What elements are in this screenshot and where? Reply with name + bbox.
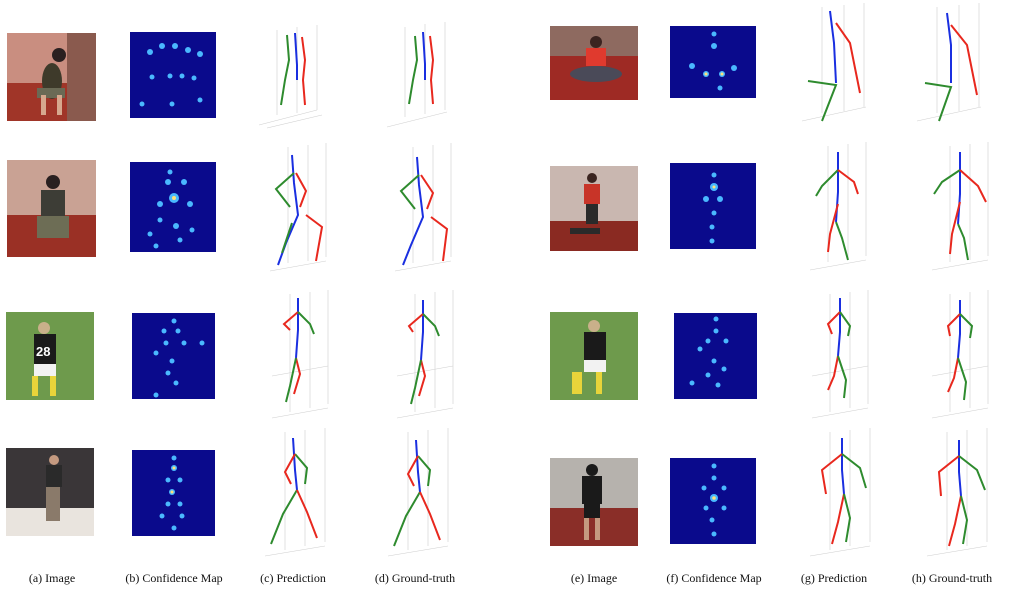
pose-prediction-c4 [263, 428, 331, 563]
input-image-a1 [7, 33, 96, 121]
pose-prediction-c2 [268, 143, 330, 278]
pose-prediction-g4 [808, 428, 876, 563]
pose-prediction-g3 [810, 290, 872, 425]
caption-g: (g) Prediction [800, 571, 868, 585]
input-image-e1 [550, 26, 638, 100]
jersey-number: 28 [36, 344, 50, 359]
confidence-map-b4 [132, 450, 215, 536]
confidence-map-f3 [674, 313, 757, 399]
pose-groundtruth-h1 [915, 3, 987, 131]
pose-groundtruth-d2 [393, 143, 455, 278]
caption-h: (h) Ground-truth [911, 571, 993, 585]
pose-groundtruth-h2 [930, 142, 992, 277]
caption-e: (e) Image [570, 571, 618, 585]
pose-groundtruth-d3 [395, 290, 457, 425]
caption-a: (a) Image [28, 571, 76, 585]
input-image-a3: 28 [6, 312, 94, 400]
caption-d: (d) Ground-truth [374, 571, 456, 585]
caption-c: (c) Prediction [260, 571, 326, 585]
input-image-a4 [6, 448, 94, 536]
caption-f: (f) Confidence Map [666, 571, 762, 585]
confidence-map-b1 [130, 32, 216, 118]
pose-prediction-g2 [808, 142, 870, 277]
input-image-e4 [550, 458, 638, 546]
pose-prediction-g1 [800, 3, 872, 131]
caption-b: (b) Confidence Map [125, 571, 223, 585]
confidence-map-f4 [670, 458, 756, 544]
pose-groundtruth-h3 [930, 290, 992, 425]
input-image-e2 [550, 166, 638, 251]
pose-prediction-c1 [257, 25, 327, 130]
confidence-map-b3 [132, 313, 215, 399]
confidence-map-b2 [130, 162, 216, 252]
confidence-map-f2 [670, 163, 756, 249]
confidence-map-f1 [670, 26, 756, 98]
input-image-a2 [7, 160, 96, 257]
input-image-e3 [550, 312, 638, 400]
pose-groundtruth-d1 [385, 22, 455, 132]
pose-groundtruth-d4 [386, 428, 454, 563]
pose-groundtruth-h4 [925, 428, 993, 563]
pose-prediction-c3 [270, 290, 332, 425]
